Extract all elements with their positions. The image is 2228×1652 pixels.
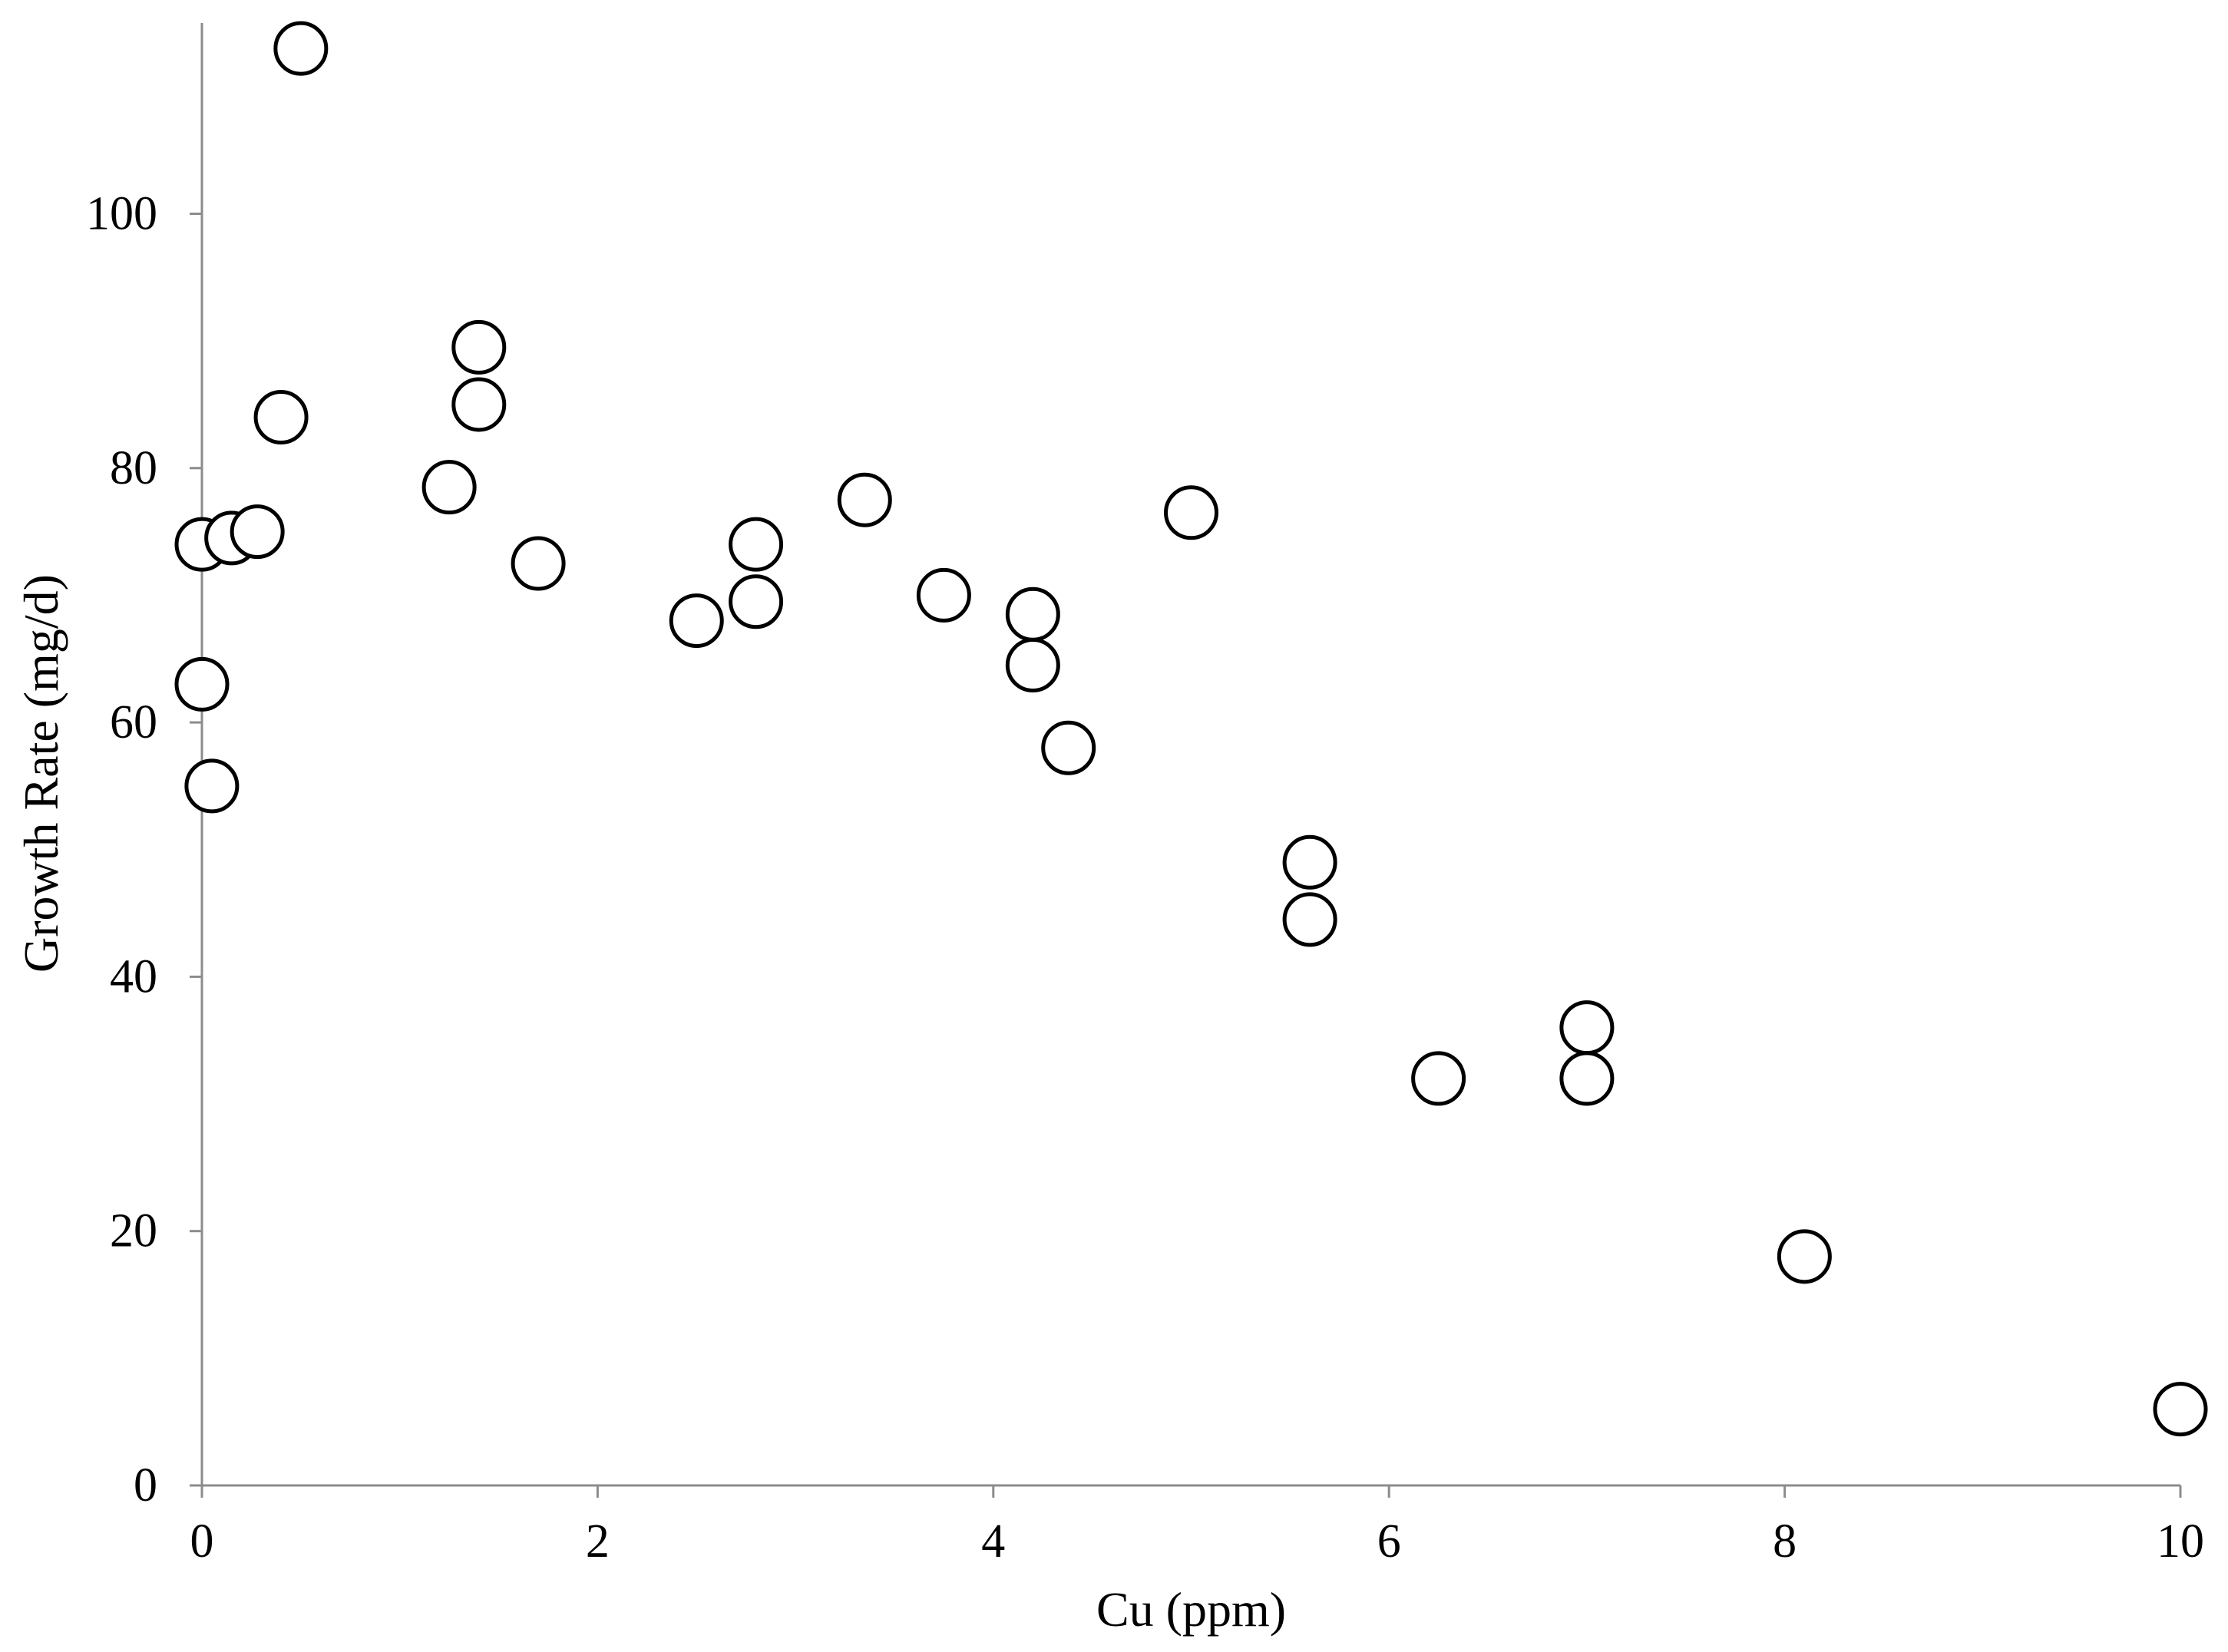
x-tick-label: 10 [2157, 1515, 2204, 1568]
x-axis-title: Cu (ppm) [1096, 1582, 1286, 1637]
data-points [174, 21, 2208, 1437]
y-tick-label: 0 [134, 1459, 157, 1512]
data-point [1559, 1051, 1615, 1106]
data-point [511, 536, 566, 591]
data-point [729, 574, 784, 629]
data-point [253, 390, 309, 445]
y-tick-label: 20 [110, 1205, 157, 1257]
y-tick-label: 100 [86, 187, 157, 240]
data-point [1777, 1229, 1832, 1284]
x-tick-label: 0 [190, 1515, 214, 1568]
data-point [2153, 1382, 2208, 1437]
data-point [451, 319, 507, 375]
data-point [451, 377, 507, 432]
data-point [184, 758, 240, 814]
data-point [1005, 586, 1060, 642]
data-point [230, 504, 285, 560]
data-point [1005, 638, 1060, 693]
data-point [1282, 892, 1337, 947]
data-point [729, 517, 784, 572]
y-ticks: 0 20 40 60 80 100 [86, 187, 202, 1512]
data-point [837, 472, 892, 527]
y-tick-label: 60 [110, 696, 157, 748]
y-tick-label: 40 [110, 950, 157, 1003]
x-tick-label: 6 [1377, 1515, 1401, 1568]
x-tick-label: 4 [981, 1515, 1005, 1568]
y-axis-title: Growth Rate (mg/d) [14, 574, 68, 973]
data-point [1559, 1000, 1615, 1056]
data-point [916, 567, 971, 623]
data-point [669, 593, 724, 649]
x-ticks: 0 2 4 6 8 10 [190, 1485, 2204, 1568]
data-point [421, 460, 477, 515]
data-point [1041, 720, 1096, 775]
data-point [273, 21, 329, 76]
data-point [1411, 1051, 1466, 1106]
data-point [1282, 834, 1337, 890]
x-tick-label: 2 [586, 1515, 610, 1568]
data-point [174, 656, 230, 712]
x-tick-label: 8 [1773, 1515, 1797, 1568]
y-tick-label: 80 [110, 442, 157, 494]
data-point [1164, 485, 1218, 540]
